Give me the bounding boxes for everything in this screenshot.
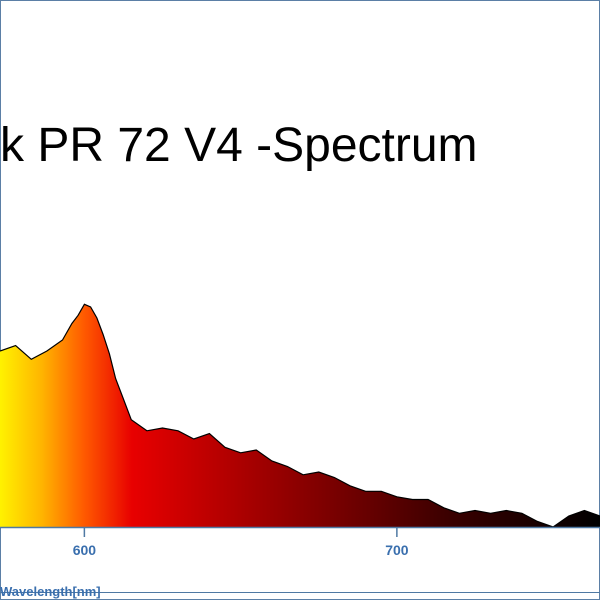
spectrum-line-0 xyxy=(0,303,600,528)
x-axis: 600700800 xyxy=(0,526,600,593)
x-axis-title: Wavelength[nm] xyxy=(0,584,101,599)
x-tick-label-700: 700 xyxy=(385,542,409,558)
plot-area xyxy=(0,303,600,528)
x-tick-label-600: 600 xyxy=(73,542,97,558)
spectrum-area-0 xyxy=(0,304,600,527)
chart-title: k PR 72 V4 -Spectrum xyxy=(0,119,478,172)
